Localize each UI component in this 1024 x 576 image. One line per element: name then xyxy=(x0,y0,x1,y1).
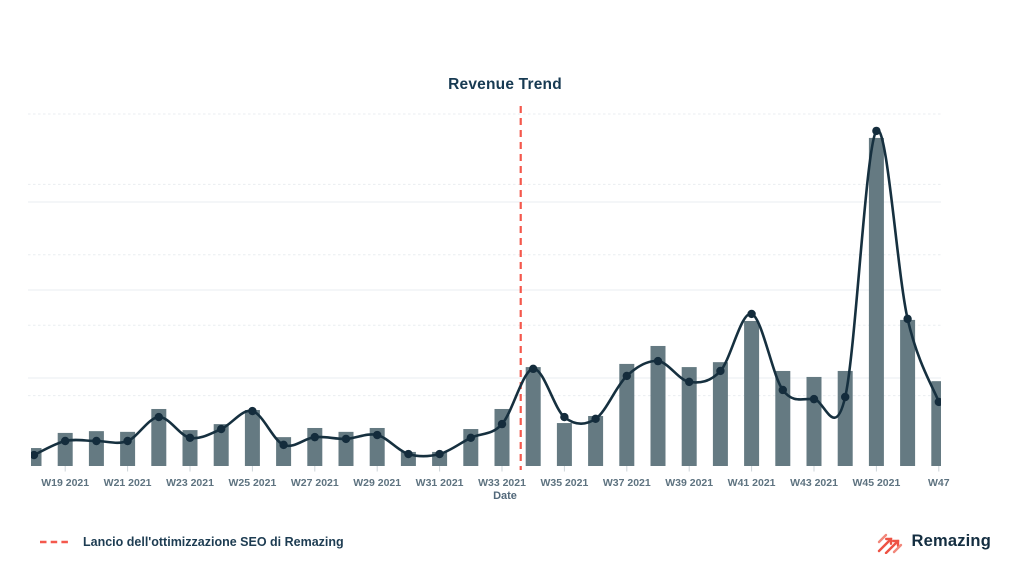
line-marker-w33-2021 xyxy=(497,419,507,429)
line-marker-w22-2021 xyxy=(154,412,163,422)
line-marker-w20-2021 xyxy=(92,436,101,446)
bar-w45-2021 xyxy=(868,137,884,466)
bar-w25-2021 xyxy=(244,410,260,466)
bar-w37-2021 xyxy=(619,363,635,466)
bar-w20-2021 xyxy=(88,431,104,466)
line-marker-w42-2021 xyxy=(778,385,787,395)
bar-w35-2021 xyxy=(556,423,572,466)
x-tick-label: W31 2021 xyxy=(416,477,464,489)
remazing-logo-text: Remazing xyxy=(911,531,991,550)
bar-w43-2021 xyxy=(806,376,822,466)
line-marker-w27-2021 xyxy=(310,432,319,442)
legend-label: Lancio dell'ottimizzazione SEO di Remazi… xyxy=(83,535,344,549)
x-tick-label: W41 2021 xyxy=(728,477,776,489)
bar-w38-2021 xyxy=(650,345,666,466)
legend: Lancio dell'ottimizzazione SEO di Remazi… xyxy=(40,535,344,549)
diagonal-arrows-icon xyxy=(878,533,903,554)
chart-title: Revenue Trend xyxy=(448,76,562,93)
line-marker-w34-2021 xyxy=(529,364,538,374)
line-marker-w30-2021 xyxy=(404,449,413,459)
line-marker-w46-2021 xyxy=(903,314,912,324)
line-marker-w24-2021 xyxy=(217,424,226,434)
line-marker-w26-2021 xyxy=(279,440,288,450)
line-marker-w21-2021 xyxy=(123,436,132,446)
x-tick-label: W29 2021 xyxy=(353,477,401,489)
bar-w41-2021 xyxy=(744,320,760,466)
bar-w24-2021 xyxy=(213,424,229,466)
bar-w42-2021 xyxy=(775,370,791,466)
line-marker-w45-2021 xyxy=(872,126,881,136)
x-tick-label: W23 2021 xyxy=(166,477,214,489)
bar-w46-2021 xyxy=(900,319,916,466)
x-tick-label: W37 2021 xyxy=(603,477,651,489)
line-marker-w40-2021 xyxy=(716,366,725,376)
x-tick-label: W21 2021 xyxy=(104,477,152,489)
red-dashed-line-swatch-icon xyxy=(40,540,70,544)
x-tick-label: W35 2021 xyxy=(540,477,588,489)
x-axis-title: Date xyxy=(493,490,517,502)
remazing-logo: Remazing xyxy=(877,528,991,554)
line-marker-w18-2021 xyxy=(31,450,39,460)
x-tick-label: W27 2021 xyxy=(291,477,339,489)
line-marker-w41-2021 xyxy=(747,309,756,319)
line-marker-w28-2021 xyxy=(341,434,351,444)
bar-w34-2021 xyxy=(525,367,541,466)
line-marker-w47-2021 xyxy=(934,397,941,407)
line-marker-w44-2021 xyxy=(841,392,850,402)
line-marker-w37-2021 xyxy=(622,371,631,381)
x-tick-label: W45 2021 xyxy=(852,477,900,489)
x-tick-label: W43 2021 xyxy=(790,477,838,489)
x-axis-ticks: W19 2021 W21 2021 W23 2021 W25 2021 W27 2021… xyxy=(41,466,950,489)
x-tick-label: W25 2021 xyxy=(228,477,276,489)
line-marker-w31-2021 xyxy=(435,449,444,459)
line-series xyxy=(31,126,941,460)
bar-w39-2021 xyxy=(681,367,697,466)
bar-series xyxy=(31,137,941,466)
line-marker-w35-2021 xyxy=(560,412,569,422)
line-marker-w39-2021 xyxy=(685,377,694,387)
bar-w36-2021 xyxy=(588,416,604,466)
trend-line-path xyxy=(32,129,941,458)
gridlines xyxy=(28,113,941,397)
x-tick-label: W39 2021 xyxy=(665,477,713,489)
x-tick-label: W33 2021 xyxy=(478,477,526,489)
line-marker-w19-2021 xyxy=(60,436,70,446)
bar-w22-2021 xyxy=(151,408,167,466)
bar-w44-2021 xyxy=(837,370,853,466)
line-marker-w38-2021 xyxy=(653,356,663,366)
line-marker-w43-2021 xyxy=(809,394,819,404)
x-tick-label: W47 xyxy=(928,477,950,489)
bar-w40-2021 xyxy=(712,362,728,466)
line-marker-w25-2021 xyxy=(248,406,257,416)
x-tick-label: W19 2021 xyxy=(41,477,89,489)
line-marker-w29-2021 xyxy=(373,430,382,440)
line-marker-w32-2021 xyxy=(466,433,475,443)
line-marker-w36-2021 xyxy=(591,414,600,424)
bar-w47-2021 xyxy=(931,381,941,466)
line-marker-w23-2021 xyxy=(185,433,195,443)
